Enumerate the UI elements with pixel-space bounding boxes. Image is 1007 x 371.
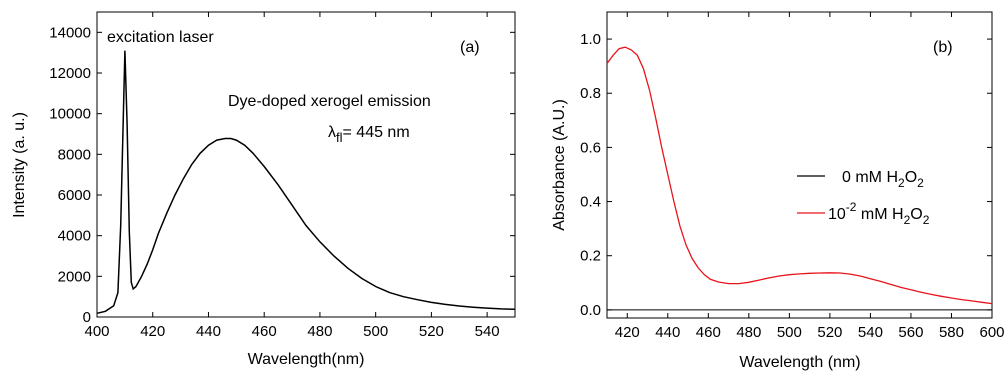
x-tick-label: 560 xyxy=(898,324,923,341)
panel-a-plot-frame xyxy=(96,11,516,318)
x-tick-label: 520 xyxy=(419,323,444,340)
y-tick-label: 4000 xyxy=(58,228,91,245)
y-tick-label: 0.8 xyxy=(580,85,601,102)
y-tick-label: 12000 xyxy=(49,65,91,82)
x-tick-label: 400 xyxy=(84,323,109,340)
x-tick-label: 520 xyxy=(817,324,842,341)
panel-b-legend: 0 mM H2O2 10-2 mM H2O2 xyxy=(797,169,930,227)
y-tick-label: 6000 xyxy=(58,187,91,204)
panel-a-y-ticks: 0 2000 4000 6000 8000 10000 12000 14000 xyxy=(49,24,515,326)
y-tick-label: 14000 xyxy=(49,24,91,41)
x-tick-label: 460 xyxy=(696,324,721,341)
x-tick-label: 440 xyxy=(655,324,680,341)
x-tick-label: 500 xyxy=(363,323,388,340)
panel-a-ylabel: Intensity (a. u.) xyxy=(11,112,28,218)
x-tick-label: 540 xyxy=(858,324,883,341)
lambda-value: = 445 nm xyxy=(343,124,410,141)
x-tick-label: 540 xyxy=(475,323,500,340)
y-tick-label: 1.0 xyxy=(580,31,601,48)
y-tick-label: 8000 xyxy=(58,146,91,163)
x-tick-label: 580 xyxy=(939,324,964,341)
panel-b-label: (b) xyxy=(933,39,953,56)
panel-a-label: (a) xyxy=(460,39,480,56)
panel-a-x-ticks: 400 420 440 460 480 500 520 540 xyxy=(84,12,500,340)
x-tick-label: 480 xyxy=(307,323,332,340)
panel-b-xlabel: Wavelength (nm) xyxy=(739,354,860,371)
panel-b-y-ticks: 0.0 0.2 0.4 0.6 0.8 1.0 xyxy=(580,31,992,319)
y-tick-label: 0 xyxy=(83,309,91,326)
legend-label-baseline: 0 mM H2O2 xyxy=(842,169,924,190)
x-tick-label: 600 xyxy=(979,324,1004,341)
y-tick-label: 0.6 xyxy=(580,139,601,156)
y-tick-label: 0.0 xyxy=(580,302,601,319)
x-tick-label: 420 xyxy=(140,323,165,340)
legend-label-h2o2: 10-2 mM H2O2 xyxy=(828,200,930,227)
panel-a-xlabel: Wavelength(nm) xyxy=(248,351,365,368)
y-tick-label: 10000 xyxy=(49,106,91,123)
panel-b: 420 440 460 480 500 520 540 560 580 600 0.0 0.2 0.4… xyxy=(551,11,1005,371)
excitation-laser-label: excitation laser xyxy=(107,29,214,46)
x-tick-label: 440 xyxy=(196,323,221,340)
panel-b-x-ticks: 420 440 460 480 500 520 540 560 580 600 xyxy=(615,12,1005,341)
panel-b-plot-frame xyxy=(606,11,993,319)
lambda-annotation: λfl= 445 nm xyxy=(328,124,410,145)
y-tick-label: 0.4 xyxy=(580,194,601,211)
panel-a: 400 420 440 460 480 500 520 540 0 2000 4000 6000 80… xyxy=(11,11,516,368)
emission-label: Dye-doped xerogel emission xyxy=(228,93,431,110)
y-tick-label: 2000 xyxy=(58,268,91,285)
x-tick-label: 420 xyxy=(615,324,640,341)
y-tick-label: 0.2 xyxy=(580,248,601,265)
x-tick-label: 480 xyxy=(736,324,761,341)
panel-b-ylabel: Absorbance (A.U.) xyxy=(551,99,568,231)
lambda-subscript: fl xyxy=(336,130,343,145)
panel-b-h2o2-series xyxy=(606,46,993,305)
lambda-symbol: λ xyxy=(328,124,336,141)
x-tick-label: 500 xyxy=(777,324,802,341)
panel-a-emission-line xyxy=(96,50,516,315)
x-tick-label: 460 xyxy=(252,323,277,340)
